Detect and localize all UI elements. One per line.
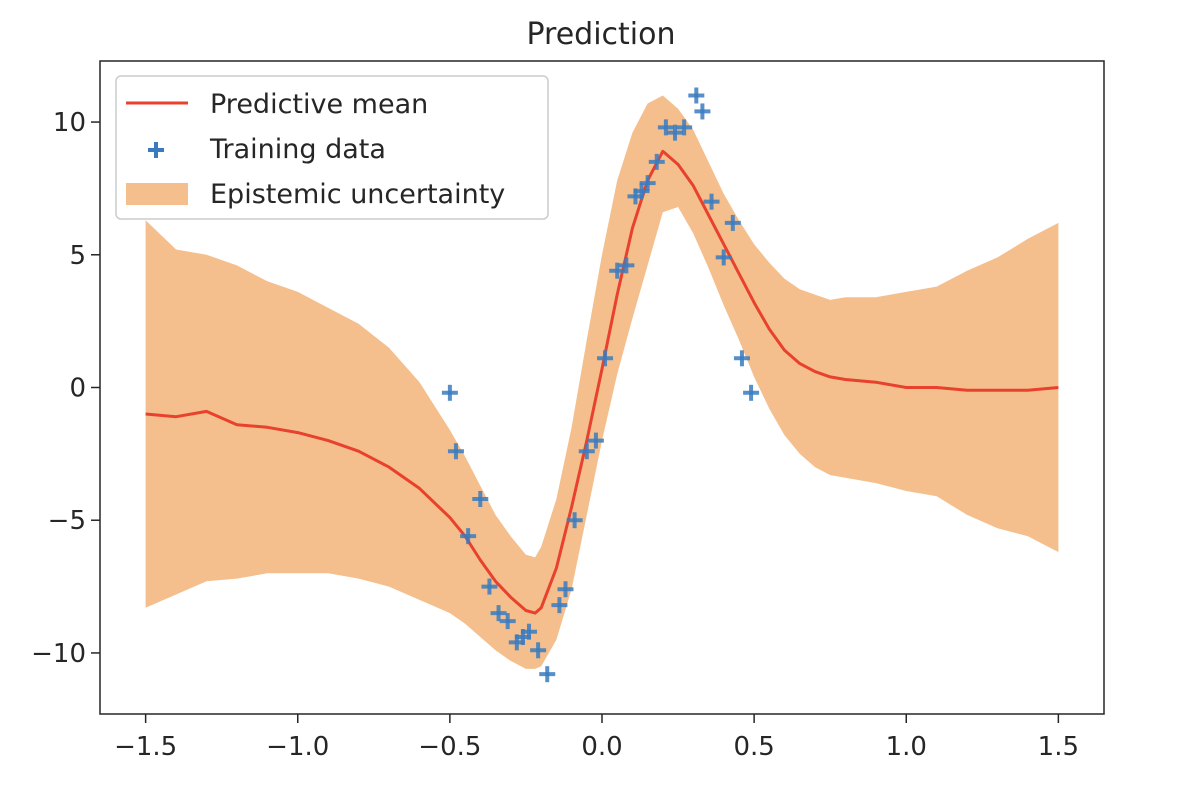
predictive-mean-line	[145, 149, 1059, 615]
x-tick-label: −1.5	[114, 732, 177, 762]
legend-label-training: Training data	[209, 134, 386, 165]
training-point	[441, 384, 458, 401]
x-axis-ticks: −1.5 −1.0 −0.5 0.0 0.5 1.0 1.5	[114, 714, 1079, 762]
mean-line-layer	[145, 149, 1059, 615]
uncertainty-band-layer	[145, 95, 1059, 669]
training-point	[618, 257, 635, 274]
x-tick-label: 0.0	[581, 732, 622, 762]
legend-label-uncertainty: Epistemic uncertainty	[210, 179, 505, 210]
x-tick-label: −1.0	[266, 732, 329, 762]
training-point	[472, 490, 489, 507]
training-point	[587, 432, 604, 449]
training-point	[597, 350, 614, 367]
training-point	[566, 512, 583, 529]
x-tick-label: 1.0	[886, 732, 927, 762]
training-point	[609, 262, 626, 279]
y-tick-label: −5	[48, 506, 86, 536]
x-tick-label: 1.5	[1038, 732, 1079, 762]
x-tick-label: −0.5	[418, 732, 481, 762]
y-tick-label: 0	[69, 374, 86, 404]
legend-band-swatch	[126, 183, 188, 205]
training-point	[481, 578, 498, 595]
training-point	[578, 443, 595, 460]
y-tick-label: −10	[31, 639, 86, 669]
chart-title: Prediction	[526, 17, 675, 52]
training-point	[733, 350, 750, 367]
legend-training-swatch	[148, 142, 164, 158]
y-tick-label: 10	[53, 108, 86, 138]
training-point	[447, 443, 464, 460]
training-point	[648, 153, 665, 170]
training-point	[715, 249, 732, 266]
training-points-layer	[441, 87, 760, 683]
training-point	[530, 642, 547, 659]
y-tick-label: 5	[69, 241, 86, 271]
training-point	[460, 528, 477, 545]
training-point	[499, 613, 516, 630]
training-point	[520, 623, 537, 640]
training-point	[490, 605, 507, 622]
training-point	[743, 384, 760, 401]
training-point	[551, 597, 568, 614]
training-point	[724, 214, 741, 231]
x-tick-label: 0.5	[733, 732, 774, 762]
training-point	[557, 581, 574, 598]
y-axis-ticks: 10 5 0 −5 −10	[31, 108, 100, 669]
training-point	[688, 87, 705, 104]
training-point	[639, 175, 656, 192]
training-point	[657, 119, 674, 136]
training-point	[694, 103, 711, 120]
uncertainty-band	[145, 95, 1059, 669]
training-point	[667, 124, 684, 141]
training-point	[539, 666, 556, 683]
legend-box	[115, 75, 549, 220]
legend-label-mean: Predictive mean	[210, 89, 428, 120]
training-point	[703, 193, 720, 210]
legend: Predictive mean Training data Epistemic …	[115, 75, 549, 220]
training-point	[676, 119, 693, 136]
